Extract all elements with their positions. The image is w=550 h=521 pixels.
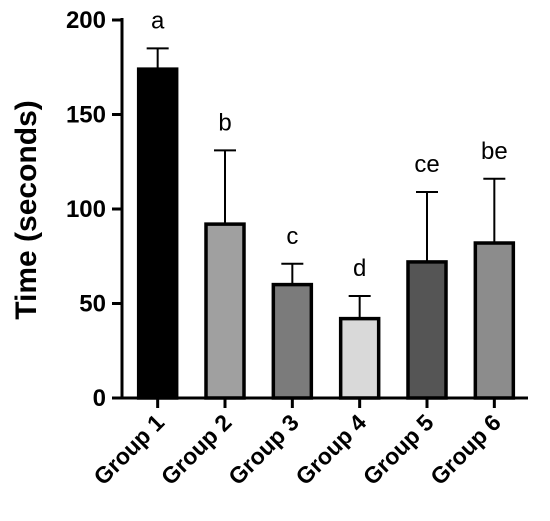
significance-labels: a b c d ce be bbox=[151, 7, 508, 282]
y-tick-label: 150 bbox=[66, 102, 106, 129]
bar bbox=[473, 241, 516, 400]
bar bbox=[271, 282, 314, 400]
bar bbox=[136, 67, 179, 400]
x-tick-label: Group 4 bbox=[290, 409, 371, 490]
significance-label: ce bbox=[414, 151, 439, 178]
significance-label: b bbox=[218, 109, 231, 136]
y-tick-label: 50 bbox=[79, 291, 106, 318]
y-tick-label: 200 bbox=[66, 7, 106, 34]
bar bbox=[204, 222, 246, 400]
significance-label: a bbox=[151, 7, 165, 34]
x-tick-label: Group 3 bbox=[223, 409, 304, 490]
significance-label: d bbox=[353, 255, 366, 282]
error-bars bbox=[146, 47, 506, 319]
bars bbox=[136, 67, 516, 400]
x-tick-label: Group 5 bbox=[358, 409, 439, 490]
y-axis-label: Time (seconds) bbox=[10, 100, 43, 320]
y-tick-labels: 0 50 100 150 200 bbox=[66, 7, 106, 412]
significance-label: c bbox=[286, 223, 298, 250]
x-tick-label: Group 2 bbox=[156, 409, 237, 490]
x-tick-label: Group 6 bbox=[425, 409, 506, 490]
significance-label: be bbox=[481, 138, 508, 165]
bar bbox=[406, 260, 448, 400]
y-tick-label: 0 bbox=[93, 385, 106, 412]
bar bbox=[338, 316, 381, 400]
y-tick-label: 100 bbox=[66, 196, 106, 223]
x-tick-label: Group 1 bbox=[88, 409, 169, 490]
